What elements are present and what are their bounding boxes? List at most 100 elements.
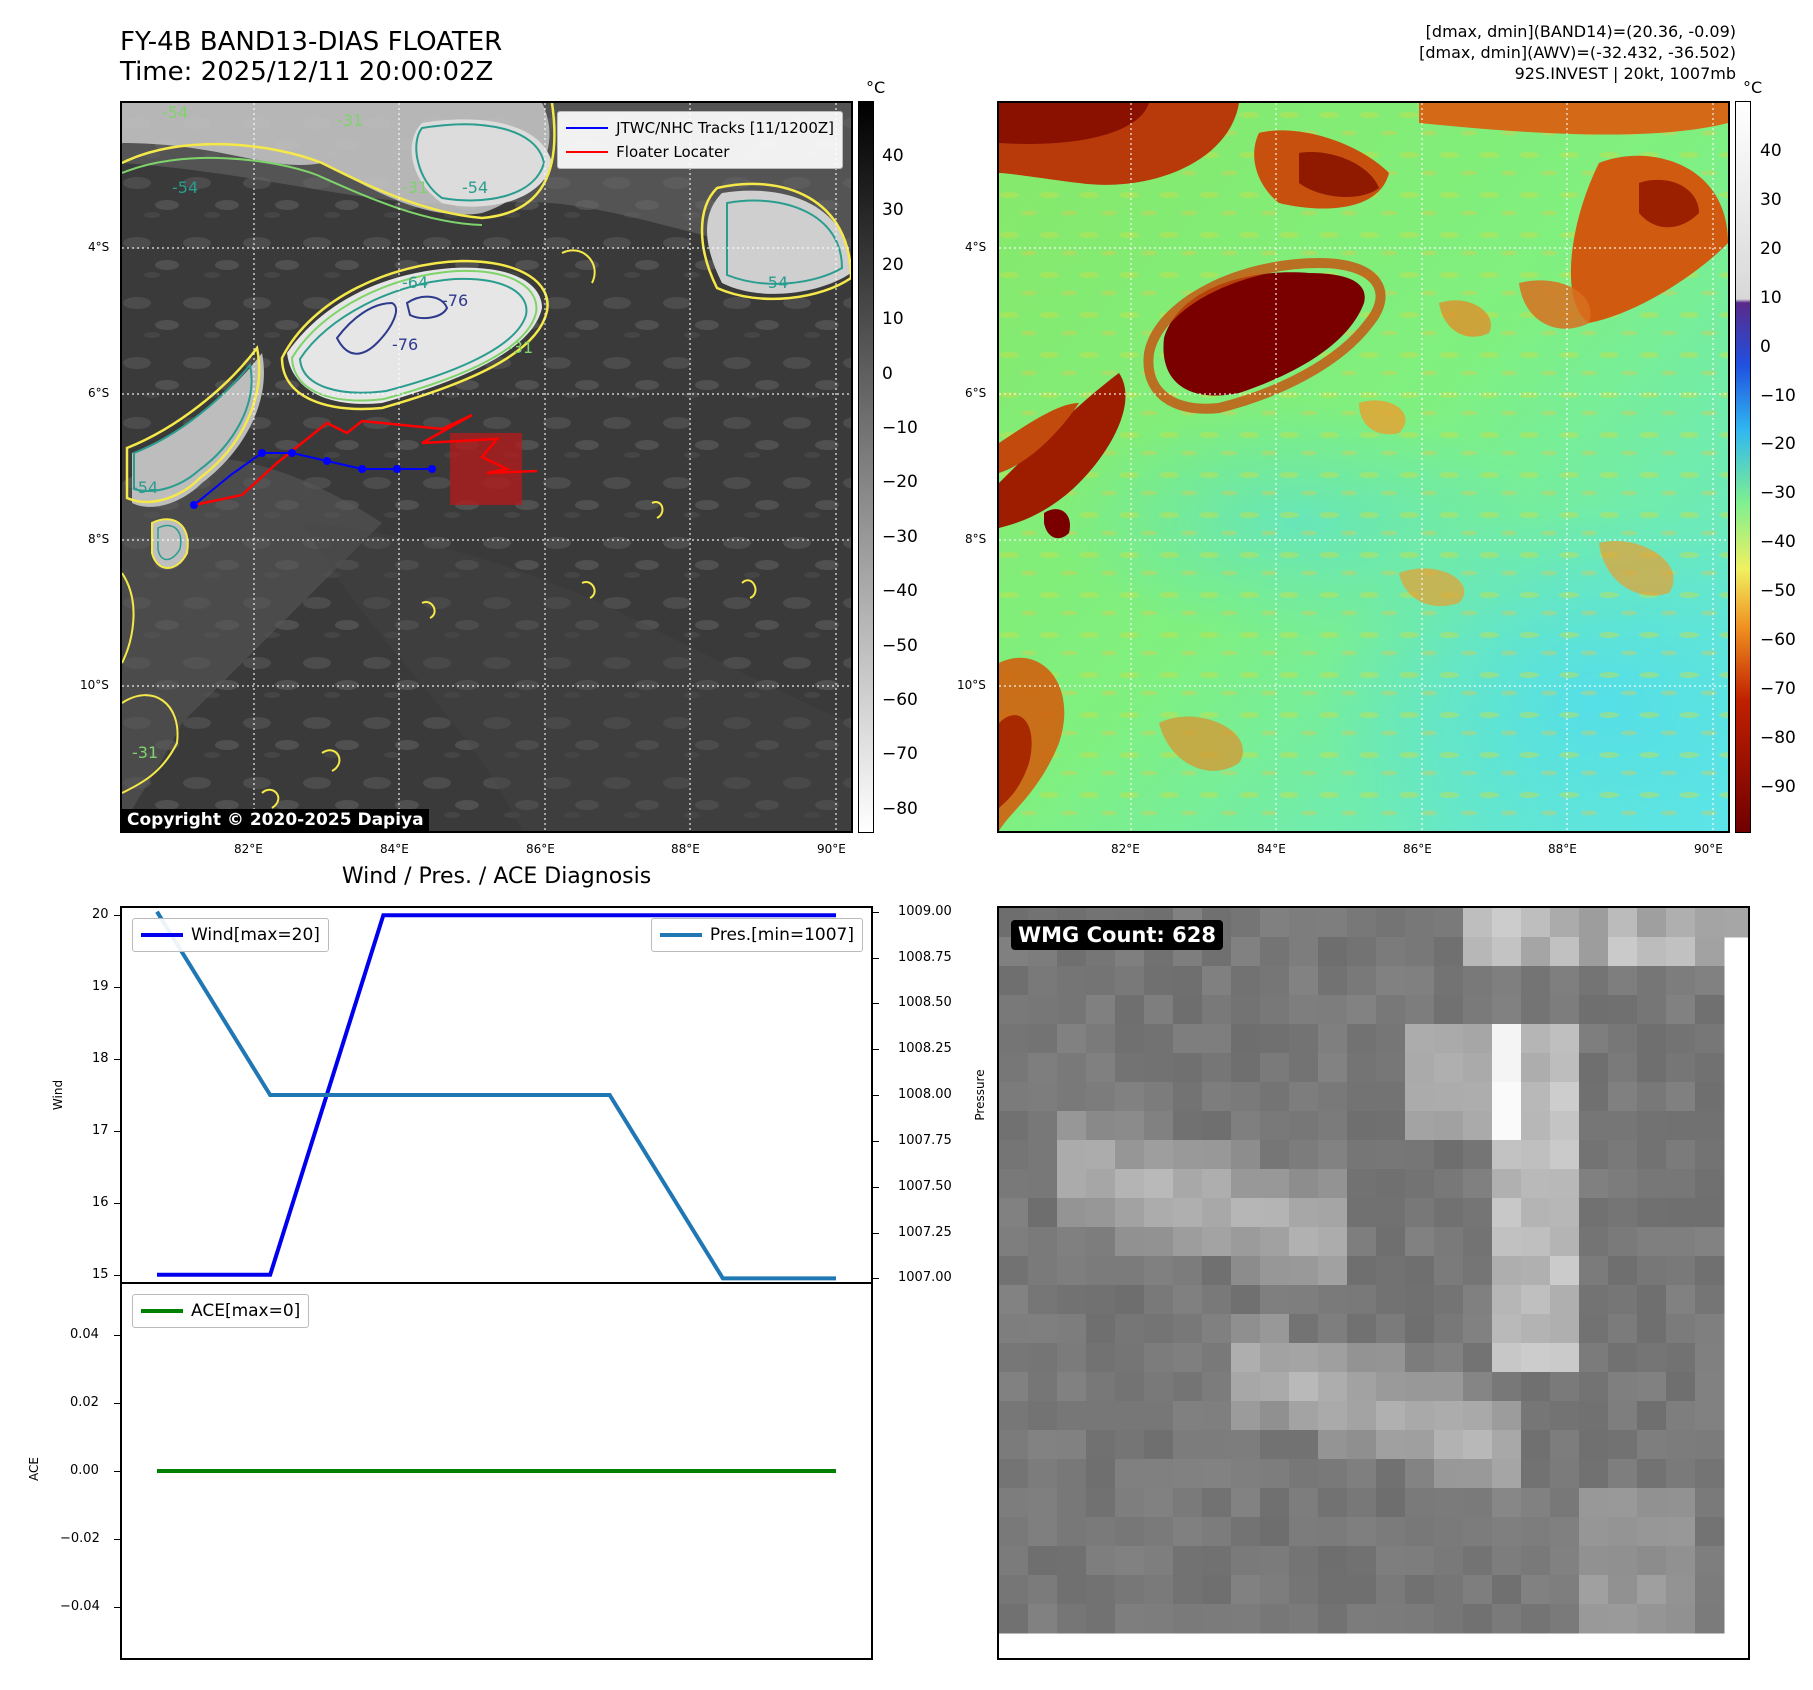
map-title-line1: FY-4B BAND13-DIAS FLOATER [120,27,503,57]
pressure-tick-label: 1008.75 [898,949,952,965]
lon-label: 82°E [1111,842,1140,856]
wmg-count-label: WMG Count: 628 [1011,920,1223,950]
info-line3: 92S.INVEST | 20kt, 1007mb [1514,64,1736,83]
wv-imagery [999,103,1728,831]
colorbar-tick-label: −10 [1760,385,1796,406]
wind-legend-label: Wind[max=20] [191,925,320,945]
map-title-line2: Time: 2025/12/11 20:00:02Z [120,57,494,87]
wmg-panel: WMG Count: 628 [997,906,1750,1660]
pressure-tick-mark [873,1003,879,1005]
colorbar-tick-label: −90 [1760,776,1796,797]
wv-colorbar [1735,101,1751,833]
wind-tick-label: 19 [92,979,109,995]
colorbar-tick-label: −70 [1760,678,1796,699]
colorbar-tick-label: 40 [1760,141,1782,161]
colorbar-tick-label: 10 [1760,287,1782,308]
floater-locater-line [193,413,538,507]
ace-legend-swatch [141,1309,183,1313]
contour-label: -76 [392,335,419,354]
colorbar-tick-label: −50 [882,635,918,656]
pressure-tick-label: 1007.25 [898,1224,952,1240]
wind-tick-mark [114,1130,120,1132]
lat-label: 6°S [88,386,110,400]
contour-label: -54 [762,273,789,292]
lat-label: 8°S [88,532,110,546]
legend-label-locater: Floater Locater [616,143,730,161]
ace-tick-label: −0.02 [60,1531,100,1546]
lon-label: 82°E [234,842,263,856]
pressure-tick-mark [873,1232,879,1234]
contour-label: -31 [507,338,534,357]
contour-label: -54 [162,103,189,122]
wind-axis-label: Wind [51,1079,65,1111]
legend-swatch-track [566,127,609,129]
ir-imagery [122,103,851,831]
pressure-tick-mark [873,1049,879,1051]
colorbar-tick-label: 0 [1760,336,1771,357]
ace-axis-label: ACE [27,1457,41,1481]
colorbar-tick-label: 20 [882,254,904,275]
legend-label-track: JTWC/NHC Tracks [11/1200Z] [616,119,834,137]
colorbar-tick-label: −80 [1760,727,1796,748]
pressure-tick-mark [873,1278,879,1280]
lat-label: 4°S [88,240,110,254]
colorbar-tick-label: 20 [1760,238,1782,259]
pressure-tick-mark [873,911,879,913]
lon-label: 84°E [1257,842,1286,856]
pres-legend: Pres.[min=1007] [650,918,863,952]
ace-legend-label: ACE[max=0] [191,1301,301,1321]
wind-tick-mark [114,987,120,989]
ace-tick-mark [114,1403,120,1404]
ir-satellite-panel: -54 -31 -54 -31 -54 -64 -76 -76 -31 -54 … [120,101,853,833]
colorbar-tick-label: −30 [882,526,918,547]
colorbar-tick-label: −30 [1760,483,1796,504]
contour-label: -54 [132,478,159,497]
wind-tick-label: 15 [92,1266,109,1282]
pressure-tick-mark [873,1140,879,1142]
lat-label: 6°S [965,386,987,400]
colorbar-tick-label: 10 [882,309,904,330]
colorbar-tick-label: −20 [882,472,918,493]
info-line2: [dmax, dmin](AWV)=(-32.432, -36.502) [1419,43,1736,62]
pressure-tick-label: 1007.50 [898,1178,952,1194]
wv-satellite-panel [997,101,1730,833]
ace-tick-mark [114,1335,120,1336]
wind-legend-swatch [141,933,183,937]
ir-colorbar-unit: °C [866,78,886,97]
contour-label: -31 [337,111,364,130]
wind-pressure-plot [155,910,836,1281]
colorbar-tick-label: −40 [882,581,918,602]
wmg-cells [999,908,1748,1634]
copyright-label: Copyright © 2020-2025 Dapiya [122,809,429,831]
colorbar-tick-label: 30 [1760,189,1782,210]
jtwc-track-points [190,449,436,509]
ace-tick-mark [114,1607,120,1608]
floater-locater-box [450,433,522,505]
diagnosis-title: Wind / Pres. / ACE Diagnosis [341,864,652,889]
legend-swatch-locater [566,151,609,153]
pressure-series-line [155,910,836,1281]
ace-panel: ACE[max=0] [120,1282,873,1660]
colorbar-tick-label: −40 [1760,532,1796,553]
pressure-tick-label: 1007.00 [898,1270,952,1286]
pressure-tick-label: 1007.75 [898,1132,952,1148]
wind-pressure-panel: Wind[max=20] Pres.[min=1007] [120,906,873,1284]
wmg-pixel-grid [999,908,1748,1634]
lon-label: 86°E [526,842,555,856]
colorbar-tick-label: −70 [882,744,918,765]
lon-label: 86°E [1403,842,1432,856]
lat-label: 8°S [965,532,987,546]
lon-label: 88°E [1548,842,1577,856]
colorbar-tick-label: −60 [1760,630,1796,650]
wind-series-line [157,913,836,1277]
ir-colorbar [858,101,874,833]
pressure-tick-mark [873,1186,879,1188]
wind-tick-label: 17 [92,1122,109,1138]
pressure-tick-label: 1009.00 [898,903,952,919]
ace-tick-label: −0.04 [60,1599,100,1614]
wind-tick-mark [114,1274,120,1276]
wv-colorbar-unit: °C [1743,78,1763,97]
wind-tick-label: 16 [92,1194,109,1210]
contour-label: -54 [172,178,199,197]
contour-label: -31 [132,743,159,762]
